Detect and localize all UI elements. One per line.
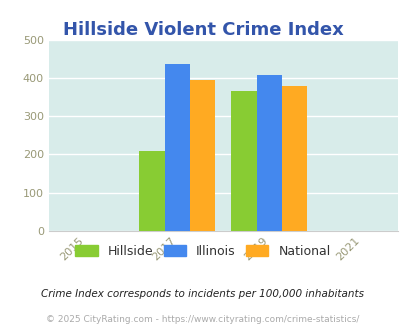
Bar [281, 85, 307, 231]
Bar [164, 64, 190, 231]
Bar [256, 75, 281, 231]
Bar [190, 80, 215, 231]
Text: Hillside Violent Crime Index: Hillside Violent Crime Index [62, 21, 343, 40]
Text: Crime Index corresponds to incidents per 100,000 inhabitants: Crime Index corresponds to incidents per… [41, 289, 364, 299]
Bar [139, 150, 164, 231]
Text: © 2025 CityRating.com - https://www.cityrating.com/crime-statistics/: © 2025 CityRating.com - https://www.city… [46, 315, 359, 324]
Bar [231, 91, 256, 231]
Legend: Hillside, Illinois, National: Hillside, Illinois, National [70, 240, 335, 263]
